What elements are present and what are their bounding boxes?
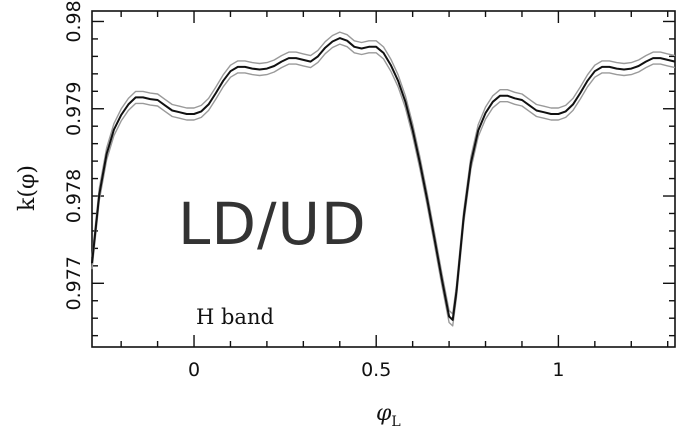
y-tick-label: 0.979	[63, 82, 85, 136]
ticks-group	[92, 11, 675, 347]
x-tick-label: 0.5	[361, 359, 391, 381]
y-tick-label: 0.977	[63, 256, 85, 310]
ld-ud-annotation: LD/UD	[178, 190, 367, 258]
x-tick-label: 1	[552, 359, 564, 381]
main-series-line	[91, 37, 676, 321]
lower-envelope-line	[91, 43, 676, 327]
x-tick-label: 0	[188, 359, 200, 381]
y-axis-label: k(φ)	[15, 165, 40, 211]
x-axis-label: φL	[376, 401, 401, 430]
plot-frame	[91, 10, 676, 348]
upper-envelope-line	[91, 31, 676, 315]
y-tick-label: 0.98	[63, 0, 85, 42]
series-group	[91, 31, 676, 327]
band-annotation: H band	[196, 305, 274, 329]
tick-labels-group: 0 0.5 1 0.977 0.978 0.979 0.98	[63, 0, 564, 381]
y-tick-label: 0.978	[63, 169, 85, 223]
